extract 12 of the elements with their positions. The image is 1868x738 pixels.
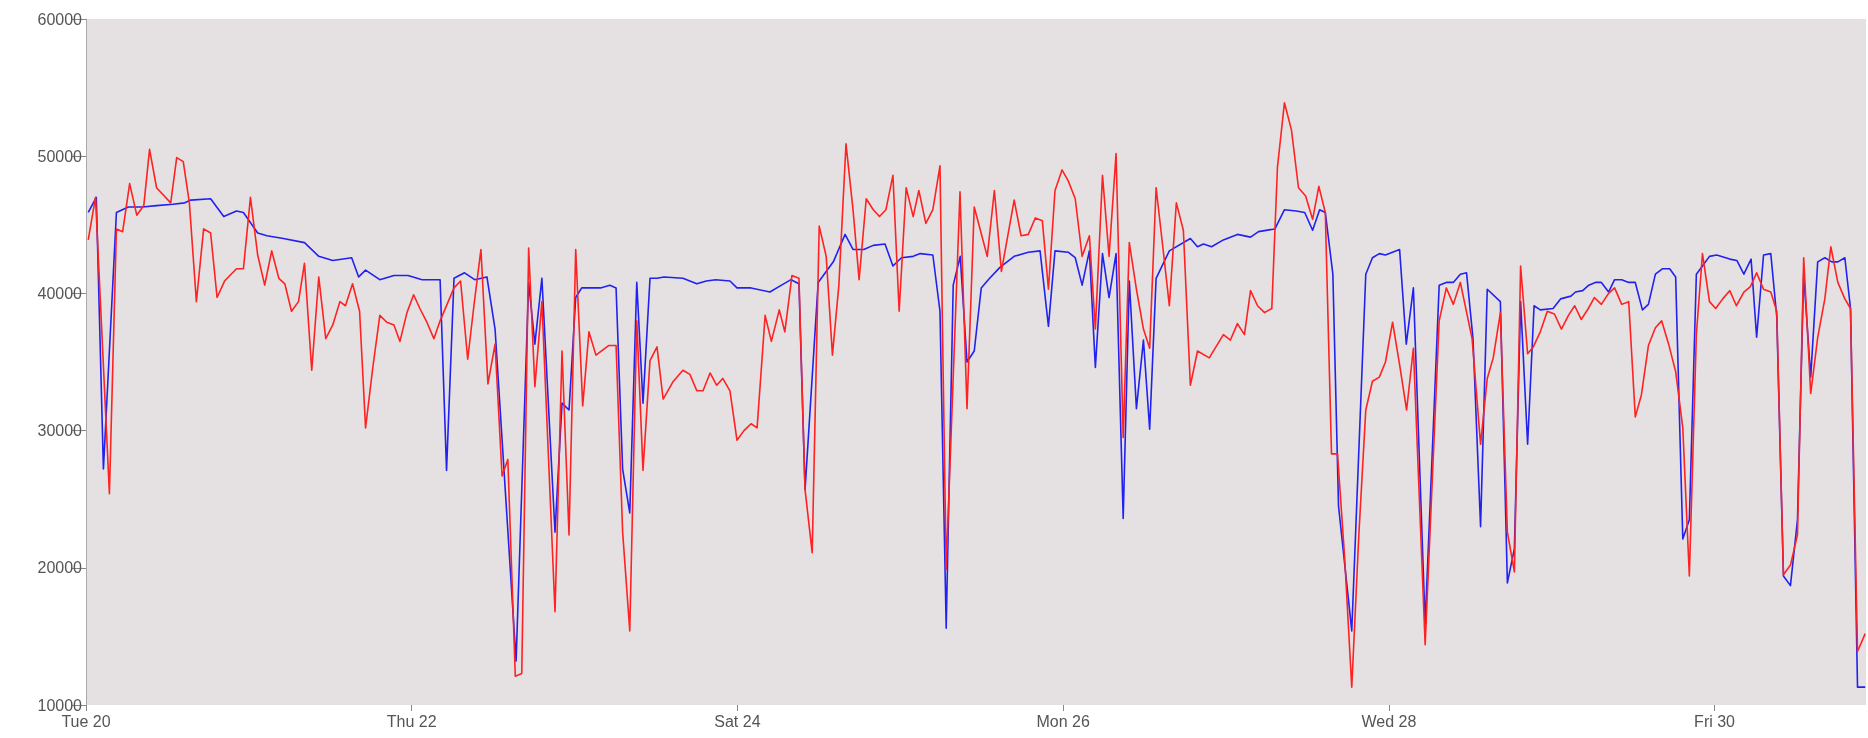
y-tick-label: 30000: [37, 422, 83, 440]
x-tick-label: Fri 30: [1694, 712, 1736, 730]
y-tick-label: 40000: [37, 284, 83, 302]
x-tick-label: Sat 24: [714, 712, 761, 730]
y-tick-label: 60000: [37, 10, 83, 28]
x-tick-label: Wed 28: [1361, 712, 1417, 730]
y-tick-label: 50000: [37, 147, 83, 165]
y-tick-label: 20000: [37, 559, 83, 577]
x-tick-label: Tue 20: [61, 712, 111, 730]
y-tick-label: 10000: [37, 696, 83, 714]
x-tick-label: Mon 26: [1036, 712, 1090, 730]
x-tick-label: Thu 22: [386, 712, 437, 730]
